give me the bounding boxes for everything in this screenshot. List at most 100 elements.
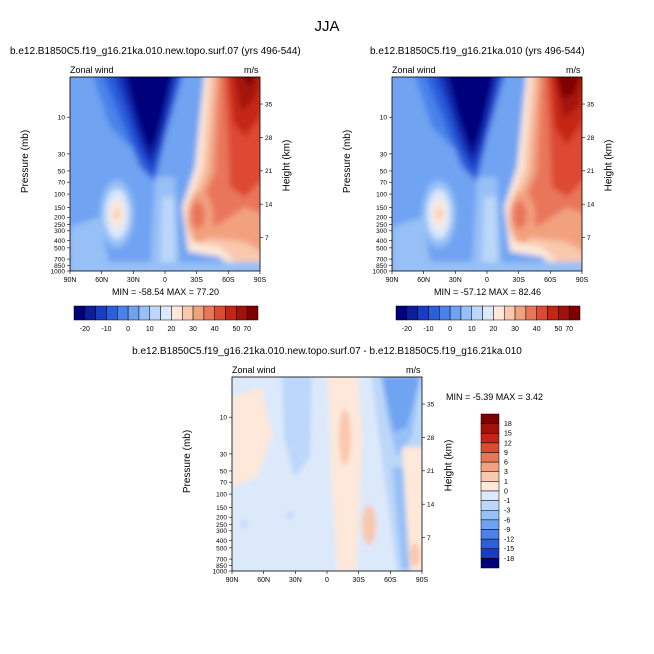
colorbar-swatch	[214, 305, 226, 321]
x-tick-label: 30S	[190, 277, 203, 284]
p-tick-label: 1000	[373, 268, 388, 275]
p-tick-label: 50	[380, 168, 388, 175]
p-tick-label: 150	[216, 505, 227, 512]
diff-colorbar-label: -18	[504, 556, 514, 563]
colorbar-label: 30	[189, 326, 197, 333]
diff-colorbar-label: 12	[504, 440, 512, 447]
h-tick-label: 28	[427, 435, 435, 442]
diff-colorbar-swatch	[480, 461, 500, 472]
h-tick-label: 7	[265, 235, 269, 242]
p-tick-label: 30	[220, 451, 228, 458]
p-tick-label: 200	[376, 215, 387, 222]
right-variable-label: Zonal wind	[392, 65, 436, 75]
diff-colorbar-swatch	[480, 500, 500, 511]
right-pressure-axis-label: Pressure (mb)	[342, 129, 354, 194]
x-tick-label: 90N	[386, 277, 399, 284]
left-contour-plot: 90N 60N 30N 0 30S 60S 90S103050701001502002503…	[51, 76, 273, 284]
p-tick-label: 300	[216, 528, 227, 535]
colorbar-swatch	[471, 305, 483, 321]
diff-colorbar-label: 15	[504, 431, 512, 438]
colorbar-swatch	[439, 305, 451, 321]
left-pressure-axis-label: Pressure (mb)	[20, 129, 32, 194]
x-tick-label: 0	[485, 277, 489, 284]
diff-colorbar-swatch	[480, 538, 500, 549]
p-tick-label: 50	[58, 168, 66, 175]
colorbar-label: 10	[146, 326, 154, 333]
diff-colorbar-label: 0	[504, 488, 508, 495]
x-tick-label: 60N	[417, 277, 430, 284]
colorbar-swatch	[568, 305, 581, 321]
h-tick-label: 21	[265, 168, 273, 175]
diff-colorbar-swatch	[480, 490, 500, 501]
right-height-axis-label: Height (km)	[603, 139, 615, 192]
colorbar-swatch	[117, 305, 129, 321]
p-tick-label: 200	[216, 515, 227, 522]
colorbar-swatch	[558, 305, 570, 321]
p-tick-label: 1000	[213, 568, 228, 575]
diff-contour-plot: 90N 60N 30N 0 30S 60S 90S103050701001502002503…	[213, 376, 435, 584]
h-tick-label: 28	[587, 135, 595, 142]
h-tick-label: 35	[427, 401, 435, 408]
x-tick-label: 90S	[254, 277, 267, 284]
x-tick-label: 60N	[257, 577, 270, 584]
diff-colorbar-swatch	[480, 442, 500, 453]
colorbar-swatch	[417, 305, 429, 321]
x-tick-label: 30N	[449, 277, 462, 284]
p-tick-label: 100	[54, 192, 65, 199]
colorbar-label: 70	[565, 326, 573, 333]
x-tick-label: 30N	[289, 577, 302, 584]
right-contour-plot: 90N 60N 30N 0 30S 60S 90S103050701001502002503…	[373, 76, 595, 284]
p-tick-label: 1000	[51, 268, 66, 275]
p-tick-label: 400	[216, 538, 227, 545]
p-tick-label: 500	[216, 545, 227, 552]
p-tick-label: 250	[376, 222, 387, 229]
p-tick-label: 30	[58, 151, 66, 158]
colorbar-swatch	[428, 305, 440, 321]
colorbar-swatch	[536, 305, 548, 321]
diff-colorbar-swatch	[480, 529, 500, 540]
colorbar-label: 40	[211, 326, 219, 333]
colorbar-label: -10	[101, 326, 111, 333]
h-tick-label: 35	[587, 101, 595, 108]
diff-colorbar-label: 18	[504, 421, 512, 428]
colorbar-swatch	[514, 305, 527, 321]
diff-colorbar-label: 6	[504, 460, 508, 467]
colorbar-label: 50	[232, 326, 240, 333]
diff-colorbar-swatch	[480, 558, 500, 569]
h-tick-label: 7	[587, 235, 591, 242]
colorbar-swatch	[225, 305, 237, 321]
p-tick-label: 200	[54, 215, 65, 222]
colorbar-swatch	[503, 305, 516, 321]
p-tick-label: 700	[376, 256, 387, 263]
x-tick-label: 30N	[127, 277, 140, 284]
x-tick-label: 90S	[416, 577, 429, 584]
colorbar-label: -20	[80, 326, 90, 333]
h-tick-label: 14	[265, 202, 273, 209]
diff-units-label: m/s	[406, 365, 421, 375]
diff-colorbar-label: 1	[504, 479, 508, 486]
p-tick-label: 500	[376, 245, 387, 252]
diff-colorbar-swatch	[480, 423, 500, 434]
p-tick-label: 400	[54, 238, 65, 245]
colorbar-swatch	[127, 305, 140, 321]
colorbar-swatch	[547, 305, 559, 321]
diff-colorbar-swatch	[480, 510, 500, 521]
h-tick-label: 14	[587, 202, 595, 209]
colorbar-swatch	[106, 305, 118, 321]
colorbar-swatch	[460, 305, 473, 321]
left-colorbar: -20 -10 0 10 20 30 40 50 70	[73, 305, 259, 333]
p-tick-label: 100	[216, 492, 227, 499]
colorbar-swatch	[406, 305, 418, 321]
p-tick-label: 300	[376, 228, 387, 235]
p-tick-label: 10	[220, 415, 228, 422]
left-stats: MIN = -58.54 MAX = 77.20	[112, 287, 220, 297]
colorbar-label: -20	[402, 326, 412, 333]
x-tick-label: 90N	[226, 577, 239, 584]
right-stats: MIN = -57.12 MAX = 82.46	[434, 287, 542, 297]
h-tick-label: 21	[587, 168, 595, 175]
colorbar-swatch	[95, 305, 107, 321]
left-height-axis-label: Height (km)	[281, 139, 293, 192]
diff-colorbar: 18 15 12 9 6 3 1 0 -1 -3 -6 -9 -12 -15 -18	[480, 413, 514, 569]
diff-colorbar-label: -12	[504, 537, 514, 544]
diff-variable-label: Zonal wind	[232, 365, 276, 375]
